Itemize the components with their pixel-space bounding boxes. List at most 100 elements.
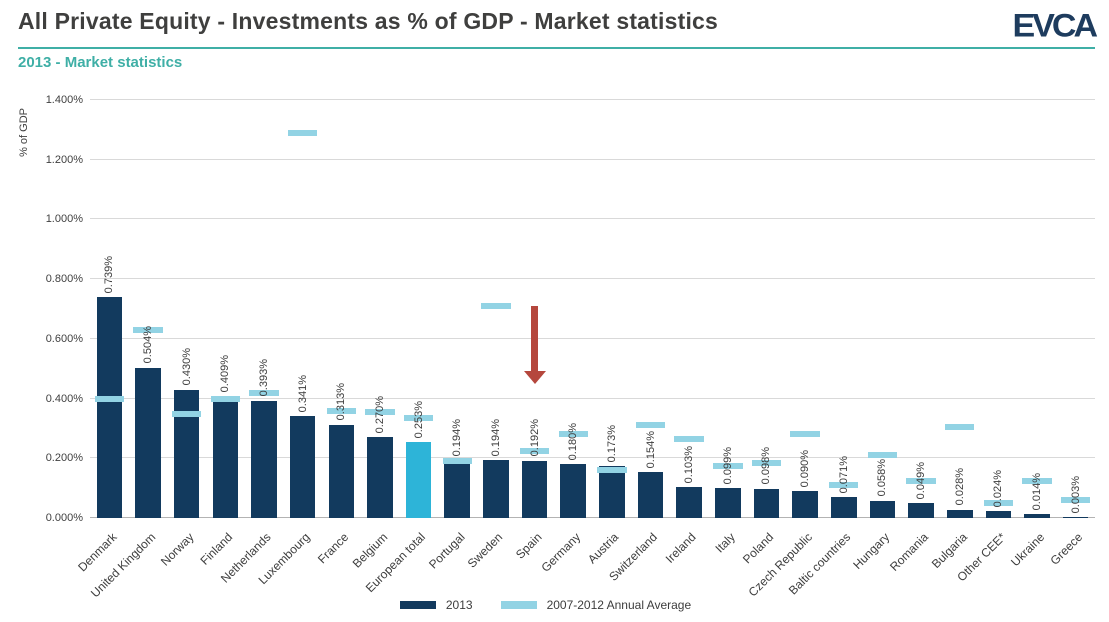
bar-2013 — [483, 460, 509, 518]
plot-area: 0.000% 0.200% 0.400% 0.600% 0.800% 1.000% 1.20… — [46, 94, 1095, 524]
gridline — [90, 278, 1095, 280]
x-axis-line — [90, 517, 1095, 518]
average-dash — [171, 410, 202, 417]
page-title: All Private Equity - Investments as % of… — [18, 8, 719, 34]
x-axis-label: Italy — [712, 530, 738, 556]
down-arrow-annotation — [523, 306, 546, 384]
bar-2013 — [1024, 513, 1050, 518]
bar-2013 — [869, 500, 896, 518]
average-dash — [867, 452, 898, 459]
bar-2013 — [212, 395, 239, 518]
chart-column: 0.194% — [438, 100, 477, 518]
chart-column: 0.194% — [477, 100, 516, 518]
chart-column: 0.103% — [670, 100, 709, 518]
y-tick-label: 0.600% — [45, 332, 83, 345]
y-tick-label: 0.000% — [45, 512, 83, 524]
y-tick-label: 1.200% — [45, 153, 83, 166]
chart-column: 0.393% — [245, 100, 284, 518]
gridline — [90, 337, 1095, 339]
average-dash — [751, 459, 782, 466]
average-dash — [945, 423, 975, 430]
chart-column: 0.430% — [167, 100, 206, 518]
y-tick-label: 0.800% — [45, 273, 83, 286]
bar-2013 — [599, 466, 625, 518]
chart-column: 0.014% — [1018, 100, 1057, 518]
bar-2013 — [173, 389, 200, 518]
bar-2013 — [947, 509, 973, 518]
average-dash — [713, 462, 743, 469]
average-dash — [829, 482, 859, 489]
bar-value-label: 0.098% — [760, 447, 773, 485]
x-axis-label: Ireland — [663, 530, 700, 566]
gridline — [90, 158, 1095, 160]
chart-column: 0.180% — [554, 100, 593, 518]
bar-2013 — [792, 491, 818, 518]
bar-2013 — [521, 460, 548, 518]
chart-column: 0.028% — [940, 100, 979, 518]
bar-value-label: 0.049% — [915, 462, 928, 500]
legend-swatch-average — [500, 601, 537, 609]
bar-2013 — [251, 400, 277, 518]
bar-2013 — [676, 487, 702, 518]
x-axis-label: Ukraine — [1007, 530, 1047, 570]
average-dash — [326, 407, 356, 414]
bar-value-label: 0.014% — [1031, 472, 1044, 510]
bar-value-label: 0.739% — [103, 256, 116, 294]
bar-2013 — [985, 510, 1012, 518]
bar-2013 — [715, 488, 741, 518]
x-axis-label: Portugal — [425, 530, 468, 572]
chart-column: 0.058% — [863, 100, 902, 518]
legend-label-average: 2007-2012 Annual Average — [546, 598, 692, 612]
average-dash — [558, 431, 588, 438]
chart-column: 0.071% — [824, 100, 863, 518]
bar-2013 — [367, 437, 393, 518]
bar-2013 — [1062, 517, 1089, 518]
bar-value-label: 0.393% — [257, 359, 270, 397]
average-dash — [94, 395, 124, 402]
y-axis-label: % of GDP — [18, 108, 30, 157]
average-dash — [133, 326, 163, 333]
chart-column: 0.024% — [979, 100, 1018, 518]
bar-value-label: 0.003% — [1069, 475, 1082, 514]
x-axis-label: France — [314, 530, 352, 567]
page-header: All Private Equity - Investments as % of… — [18, 8, 1098, 48]
average-dash — [481, 303, 511, 310]
bar-value-label: 0.253% — [412, 401, 425, 439]
chart-column: 0.173% — [593, 100, 632, 518]
average-dash — [983, 500, 1014, 507]
bar-2013 — [444, 460, 470, 518]
bar-value-label: 0.024% — [992, 469, 1005, 507]
average-dash — [210, 395, 240, 402]
legend-swatch-2013 — [399, 601, 436, 609]
chart-column: 0.341% — [283, 100, 322, 518]
bar-value-label: 0.313% — [335, 383, 348, 421]
average-dash — [442, 458, 472, 465]
arrow-head — [523, 370, 546, 384]
chart-legend: 2013 2007-2012 Annual Average — [0, 598, 1109, 612]
bar-value-label: 0.194% — [451, 418, 464, 457]
x-axis-label: Norway — [157, 530, 197, 569]
y-tick-label: 0.400% — [45, 392, 83, 405]
y-tick-label: 1.400% — [45, 94, 83, 106]
chart-column: 0.003% — [1056, 100, 1095, 518]
average-dash — [635, 422, 666, 429]
x-axis-label: Spain — [512, 530, 545, 562]
gridline — [90, 457, 1095, 459]
average-dash — [287, 129, 318, 136]
chart-column: 0.313% — [322, 100, 361, 518]
average-dash — [249, 389, 279, 396]
x-axis-label: Poland — [740, 530, 777, 567]
bar-value-label: 0.180% — [567, 422, 580, 461]
x-axis-label: Romania — [887, 530, 931, 574]
gridline — [90, 99, 1095, 100]
average-dash — [1061, 497, 1091, 504]
bar-value-label: 0.341% — [296, 374, 309, 413]
chart-column: 0.154% — [631, 100, 670, 518]
bar-value-label: 0.173% — [605, 425, 618, 463]
chart-column: 0.409% — [206, 100, 245, 518]
bar-value-label: 0.071% — [837, 455, 850, 493]
bar-value-label: 0.028% — [953, 468, 966, 506]
bar-2013 — [96, 297, 123, 518]
bar-2013 — [753, 488, 780, 518]
